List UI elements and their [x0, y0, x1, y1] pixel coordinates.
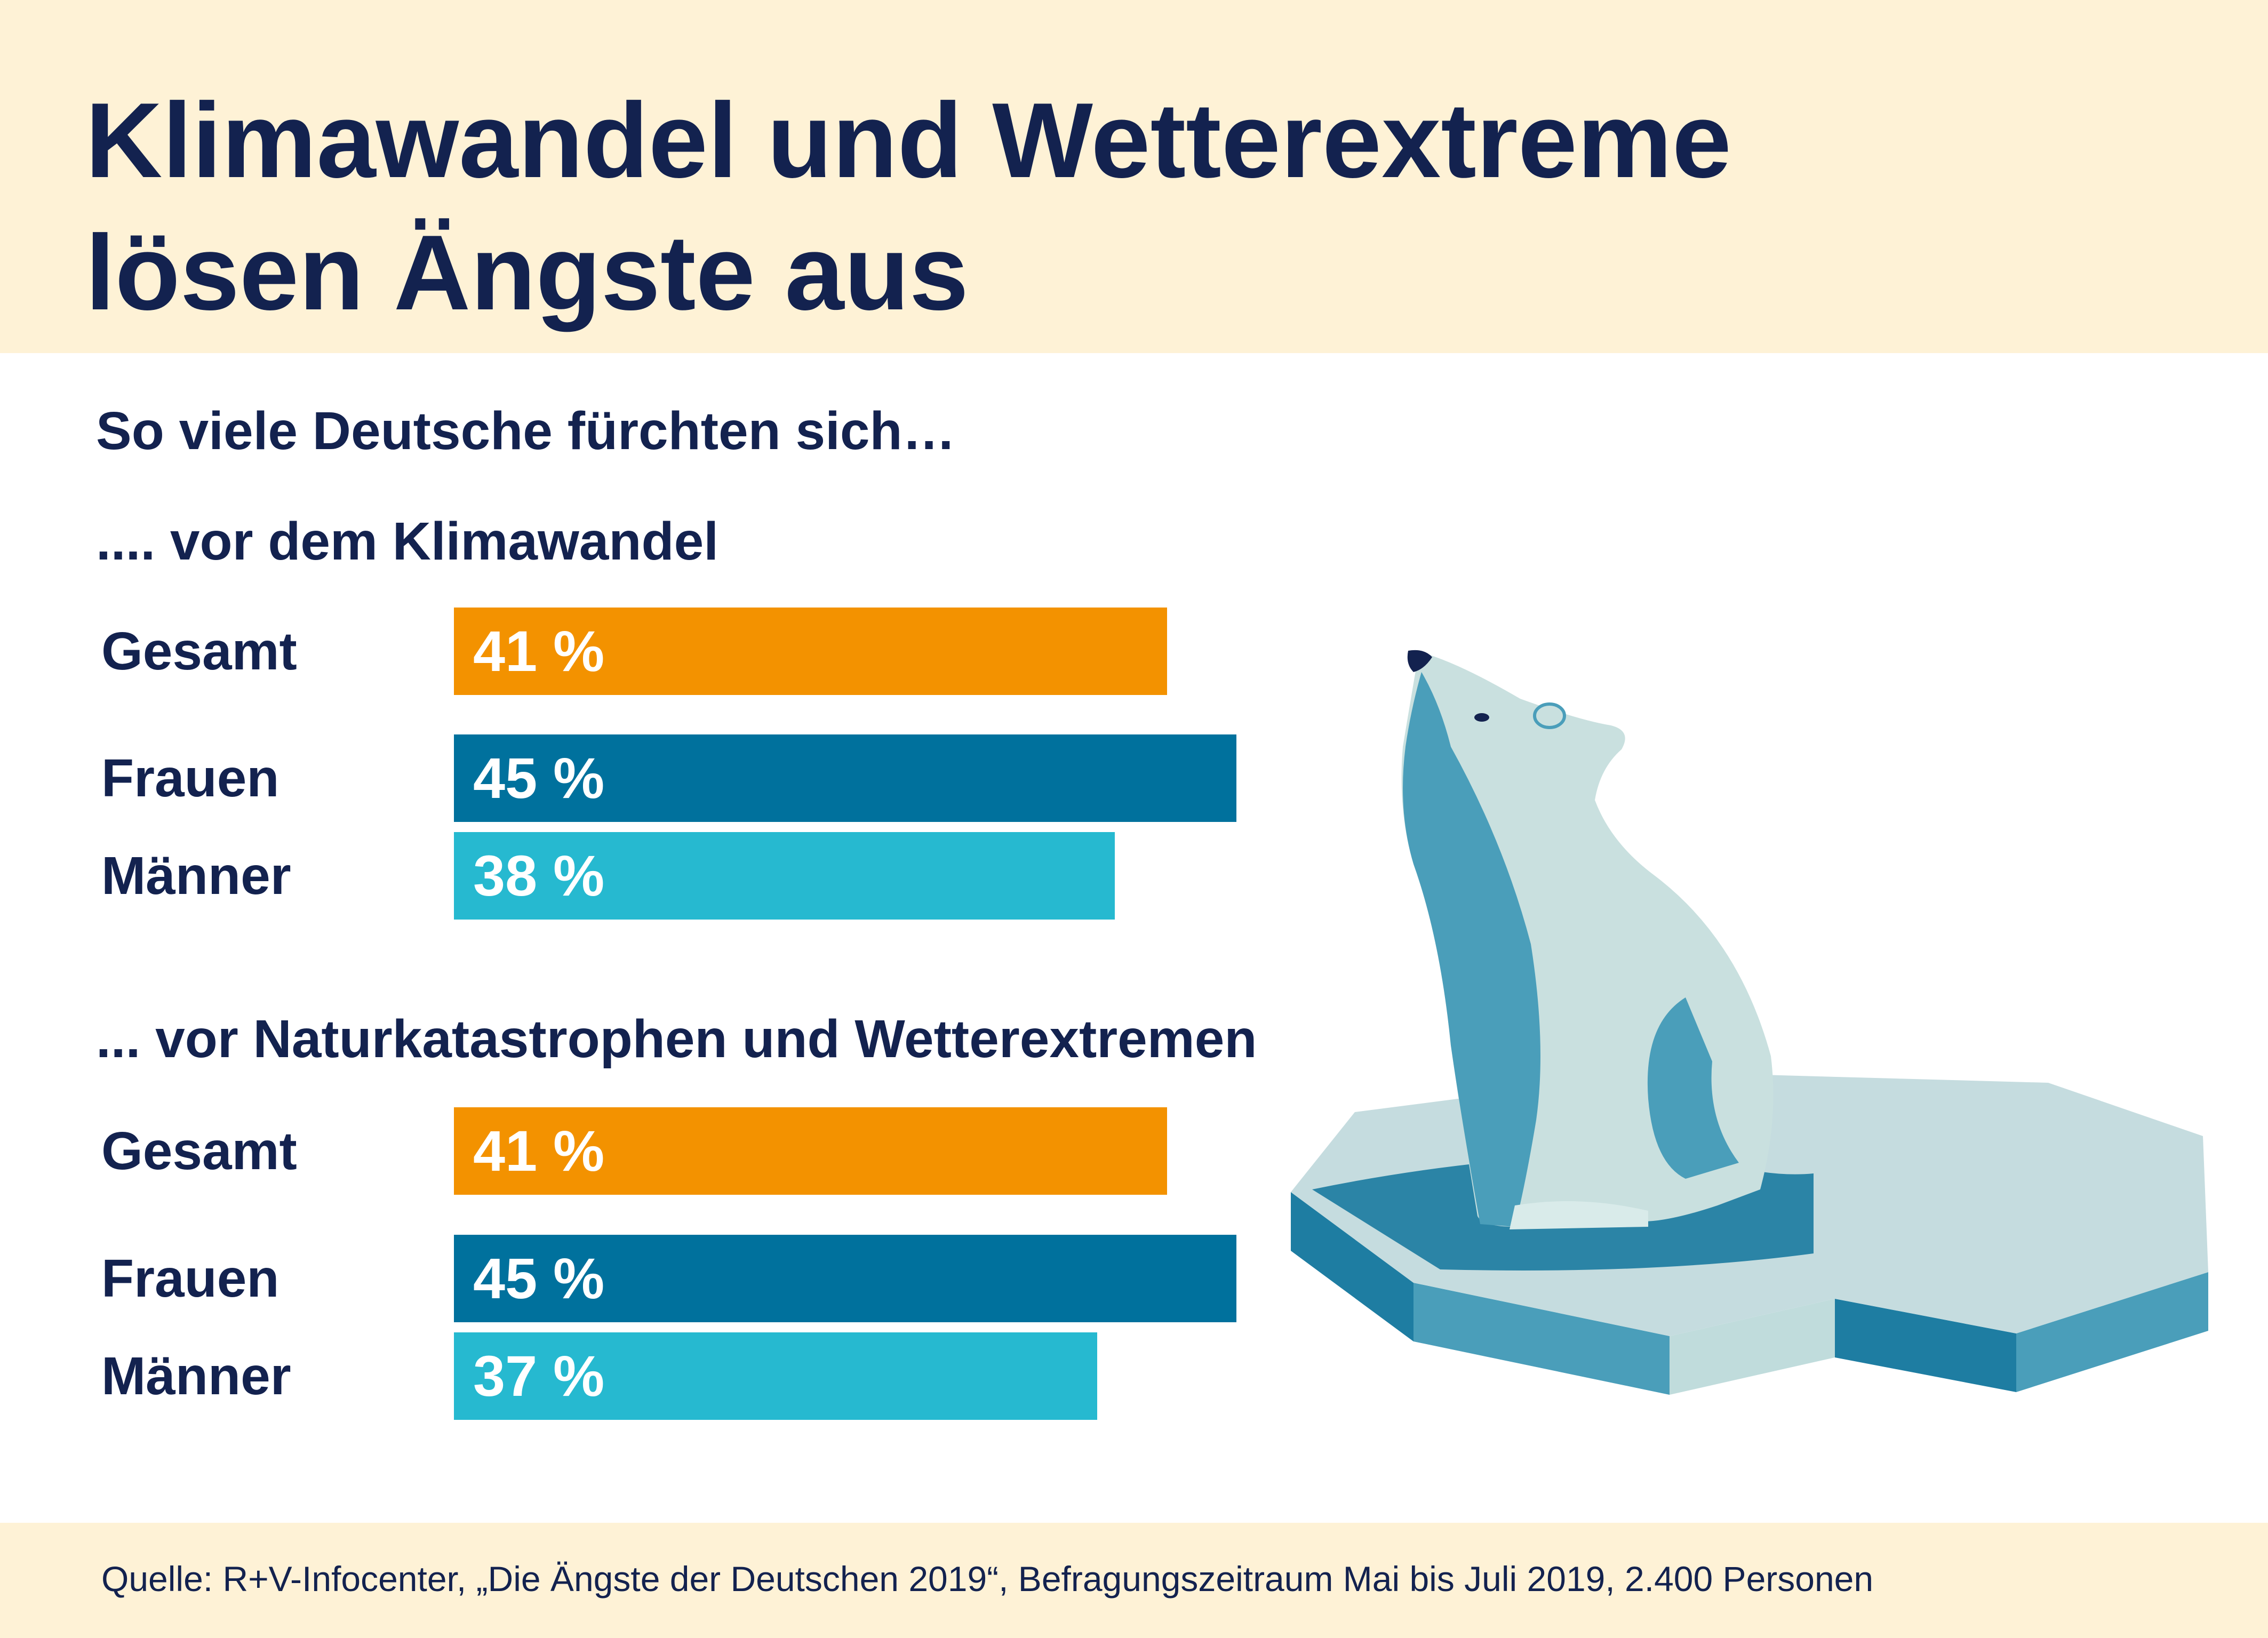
bar-value-label: 41 % [473, 619, 605, 683]
bar-naturkatastrophen-maenner: 37 % [454, 1332, 1098, 1420]
bar-value-label: 45 % [473, 746, 605, 810]
polar-bear-on-ice-floe-icon [1291, 650, 2208, 1395]
category-label-frauen: Frauen [101, 748, 279, 808]
source-note: Quelle: R+V-Infocenter, „Die Ängste der … [101, 1559, 1874, 1599]
bar-value-label: 45 % [473, 1246, 605, 1311]
bar-value-label: 38 % [473, 843, 605, 908]
chart-title-klimawandel: .... vor dem Klimawandel [96, 512, 718, 571]
category-label-gesamt: Gesamt [101, 621, 297, 681]
title-line-2: lösen Ängste aus [85, 213, 969, 332]
bar-klimawandel-gesamt: 41 % [454, 608, 1167, 695]
bar-naturkatastrophen-frauen: 45 % [454, 1235, 1236, 1322]
page-title: Klimawandel und Wetterextreme lösen Ängs… [85, 75, 2059, 339]
chart-title-naturkatastrophen: ... vor Naturkatastrophen und Wetterextr… [96, 1009, 1257, 1069]
category-label-maenner: Männer [101, 846, 291, 906]
header-band [0, 0, 2268, 353]
category-label-frauen: Frauen [101, 1249, 279, 1308]
bar-value-label: 37 % [473, 1344, 605, 1408]
category-label-maenner: Männer [101, 1346, 291, 1406]
bar-klimawandel-maenner: 38 % [454, 832, 1115, 920]
bar-naturkatastrophen-gesamt: 41 % [454, 1107, 1167, 1195]
intro-text: So viele Deutsche fürchten sich… [96, 401, 956, 461]
bar-klimawandel-frauen: 45 % [454, 734, 1236, 822]
bar-value-label: 41 % [473, 1118, 605, 1183]
title-line-1: Klimawandel und Wetterextreme [85, 81, 1732, 200]
footer-band [0, 1523, 2268, 1638]
category-label-gesamt: Gesamt [101, 1121, 297, 1181]
